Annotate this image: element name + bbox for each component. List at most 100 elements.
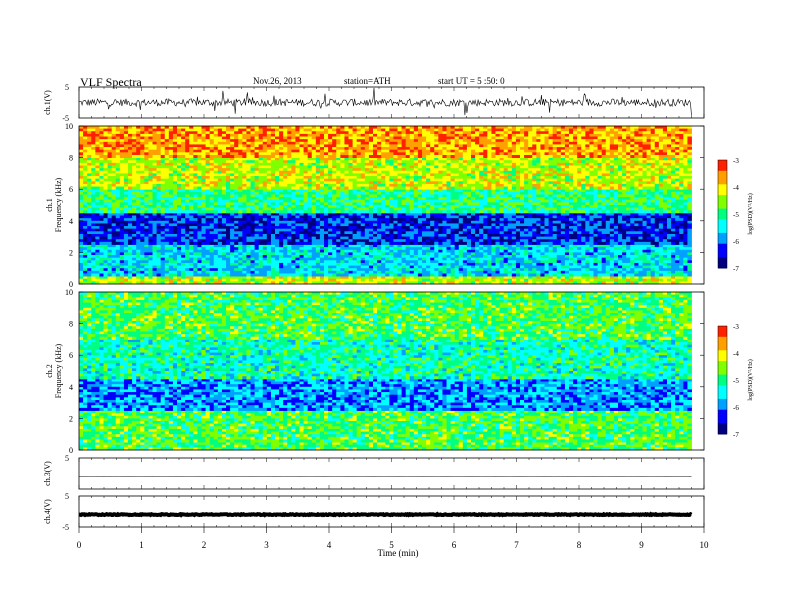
spectrogram-cell — [679, 192, 683, 195]
spectrogram-cell — [316, 271, 320, 274]
spectrogram-cell — [320, 231, 324, 234]
spectrogram-cell — [638, 200, 642, 203]
spectrogram-cell — [614, 189, 618, 192]
spectrogram-cell — [332, 245, 336, 248]
spectrogram-cell — [602, 260, 606, 263]
spectrogram-cell — [169, 279, 173, 282]
spectrogram-cell — [655, 189, 659, 192]
spectrogram-cell — [336, 216, 340, 219]
spectrogram-cell — [528, 239, 532, 242]
spectrogram-cell — [540, 234, 544, 237]
spectrogram-cell — [259, 231, 263, 234]
spectrogram-cell — [569, 279, 573, 282]
spectrogram-cell — [618, 273, 622, 276]
spectrogram-cell — [95, 218, 99, 221]
spectrogram-cell — [496, 263, 500, 266]
spectrogram-cell — [398, 242, 402, 245]
spectrogram-cell — [581, 242, 585, 245]
spectrogram-cell — [320, 194, 324, 197]
spectrogram-cell — [434, 226, 438, 229]
spectrogram-cell — [140, 279, 144, 282]
spectrogram-cell — [206, 266, 210, 269]
spectrogram-cell — [206, 260, 210, 263]
spectrogram-cell — [124, 216, 128, 219]
spectrogram-cell — [144, 189, 148, 192]
spectrogram-cell — [132, 247, 136, 250]
spectrogram-cell — [520, 266, 524, 269]
spectrogram-cell — [594, 226, 598, 229]
spectrogram-cell — [487, 194, 491, 197]
spectrogram-cell — [324, 200, 328, 203]
spectrogram-cell — [471, 223, 475, 226]
spectrogram-cell — [577, 260, 581, 263]
spectrogram-cell — [279, 223, 283, 226]
spectrogram-cell — [540, 242, 544, 245]
spectrogram-cell — [487, 273, 491, 276]
spectrogram-cell — [283, 260, 287, 263]
spectrogram-cell — [157, 231, 161, 234]
spectrogram-cell — [475, 197, 479, 200]
spectrogram-cell — [308, 237, 312, 240]
spectrogram-cell — [598, 247, 602, 250]
spectrogram-cell — [663, 266, 667, 269]
spectrogram-cell — [263, 213, 267, 216]
spectrogram-cell — [594, 247, 598, 250]
spectrogram-cell — [463, 192, 467, 195]
spectrogram-cell — [165, 268, 169, 271]
spectrogram-cell — [336, 197, 340, 200]
spectrogram-cell — [675, 237, 679, 240]
spectrogram-cell — [455, 189, 459, 192]
spectrogram-cell — [483, 242, 487, 245]
spectrogram-cell — [295, 200, 299, 203]
spectrogram-cell — [557, 237, 561, 240]
spectrogram-cell — [128, 273, 132, 276]
spectrogram-cell — [291, 234, 295, 237]
spectrogram-cell — [451, 234, 455, 237]
spectrogram-cell — [475, 216, 479, 219]
spectrogram-cell — [157, 242, 161, 245]
spectrogram-cell — [308, 221, 312, 224]
spectrogram-cell — [230, 231, 234, 234]
spectrogram-cell — [287, 252, 291, 255]
spectrogram-cell — [255, 263, 259, 266]
spectrogram-cell — [210, 221, 214, 224]
spectrogram-cell — [618, 218, 622, 221]
spectrogram-cell — [528, 252, 532, 255]
spectrogram-cell — [389, 266, 393, 269]
spectrogram-cell — [577, 229, 581, 232]
spectrogram-cell — [643, 237, 647, 240]
spectrogram-cell — [512, 258, 516, 261]
spectrogram-cell — [99, 242, 103, 245]
spectrogram-cell — [144, 250, 148, 253]
spectrogram-cell — [418, 237, 422, 240]
spectrogram-cell — [553, 218, 557, 221]
spectrogram-cell — [561, 245, 565, 248]
spectrogram-cell — [683, 263, 687, 266]
spectrogram-cell — [169, 237, 173, 240]
spectrogram-cell — [471, 197, 475, 200]
spectrogram-cell — [300, 221, 304, 224]
spectrogram-cell — [524, 252, 528, 255]
spectrogram-cell — [316, 245, 320, 248]
spectrogram-cell — [161, 266, 165, 269]
spectrogram-cell — [540, 260, 544, 263]
spectrogram-cell — [349, 234, 353, 237]
spectrogram-cell — [606, 258, 610, 261]
spectrogram-cell — [332, 279, 336, 282]
spectrogram-cell — [602, 192, 606, 195]
spectrogram-cell — [540, 250, 544, 253]
spectrogram-cell — [647, 229, 651, 232]
spectrogram-cell — [426, 237, 430, 240]
spectrogram-cell — [230, 276, 234, 279]
spectrogram-cell — [626, 229, 630, 232]
spectrogram-cell — [463, 266, 467, 269]
spectrogram-cell — [320, 216, 324, 219]
spectrogram-cell — [524, 194, 528, 197]
spectrogram-cell — [651, 252, 655, 255]
spectrogram-cell — [95, 258, 99, 261]
spectrogram-cell — [467, 255, 471, 258]
spectrogram-cell — [520, 223, 524, 226]
spectrogram-cell — [140, 229, 144, 232]
spectrogram-cell — [442, 239, 446, 242]
spectrogram-cell — [585, 273, 589, 276]
